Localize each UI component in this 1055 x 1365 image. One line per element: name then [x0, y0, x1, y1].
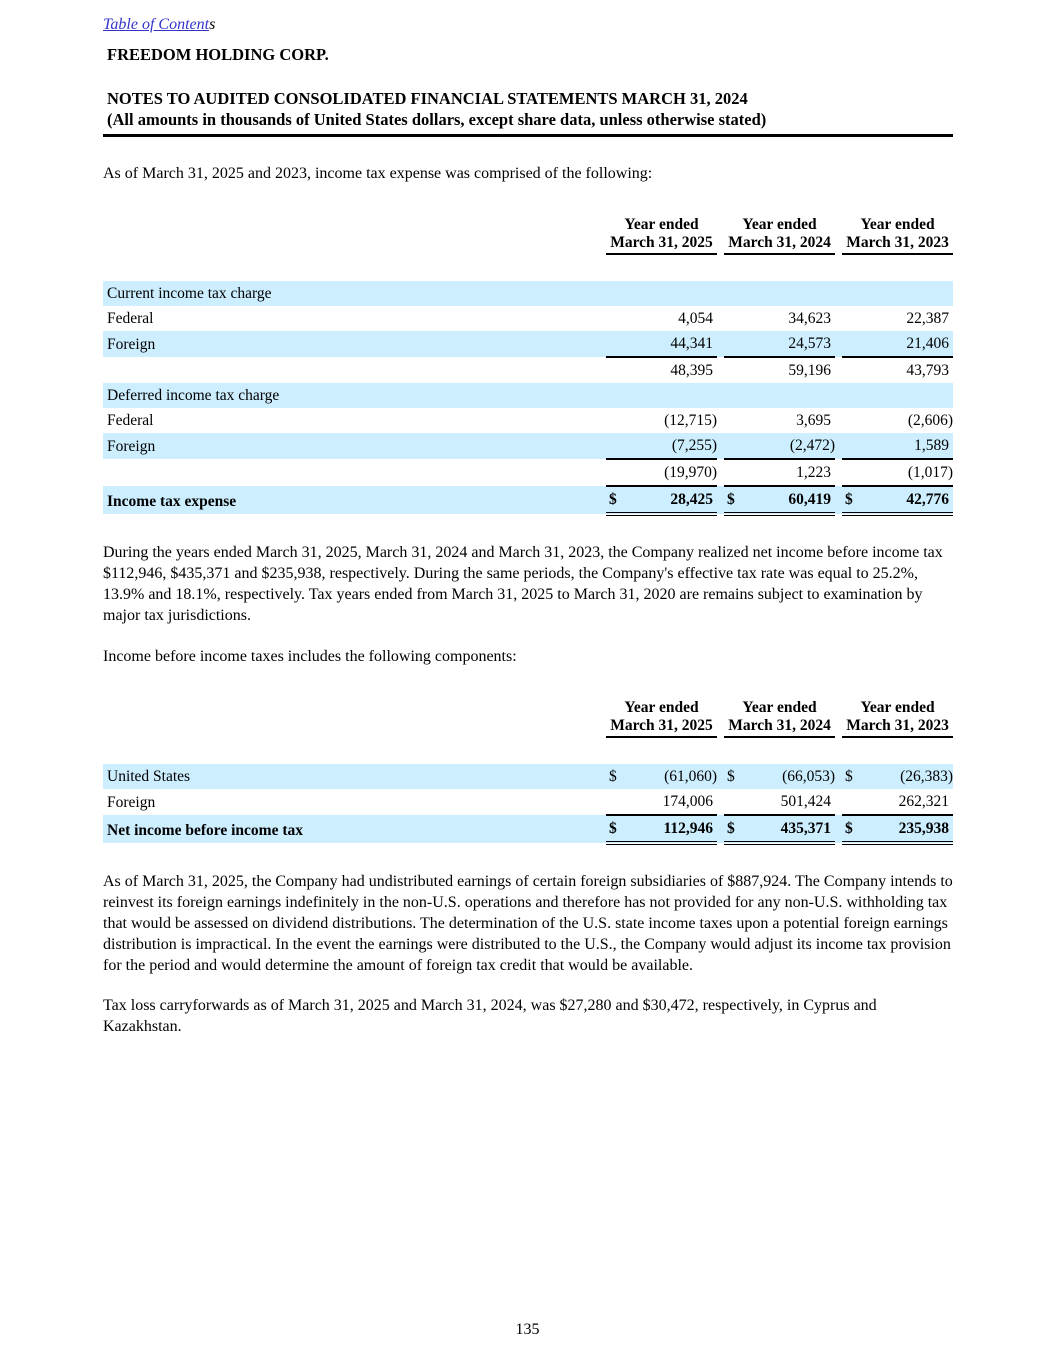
- currency-symbol: $: [724, 815, 747, 845]
- table-row: Foreign 174,006 501,424 262,321: [103, 789, 954, 816]
- currency-symbol: $: [606, 486, 628, 516]
- cell-value: (7,255): [628, 433, 718, 460]
- column-header-2024: Year ended March 31, 2024: [724, 213, 836, 255]
- intro-paragraph-1: As of March 31, 2025 and 2023, income ta…: [103, 165, 653, 182]
- cell-value: 174,006: [628, 789, 718, 816]
- cell-value: (19,970): [628, 459, 718, 487]
- cell-value: 3,695: [796, 412, 832, 429]
- toc-suffix: s: [209, 16, 216, 33]
- cell-value: (2,472): [746, 433, 836, 460]
- cell-value: 1,589: [864, 433, 954, 460]
- column-header-2025: Year ended March 31, 2025: [606, 696, 718, 738]
- currency-symbol: $: [842, 764, 865, 789]
- cell-value: 22,387: [906, 310, 950, 327]
- cell-value: 235,938: [864, 815, 954, 845]
- currency-symbol: $: [606, 815, 628, 845]
- column-header-2023: Year ended March 31, 2023: [842, 213, 954, 255]
- cell-value: 34,623: [788, 310, 832, 327]
- spacer-row: [103, 737, 953, 764]
- table-header-row: Year ended March 31, 2025 Year ended March…: [103, 696, 954, 738]
- cell-value: (1,017): [864, 459, 954, 487]
- table-row: Foreign 44,341 24,573 21,406: [103, 331, 954, 358]
- table-row-subtotal: 48,395 59,196 43,793: [103, 357, 953, 383]
- income-tax-expense-table: Year ended March 31, 2025 Year ended March…: [103, 213, 954, 516]
- cell-value: (61,060): [628, 764, 718, 789]
- cell-value: 112,946: [628, 815, 718, 845]
- table-row-section: Current income tax charge: [103, 281, 954, 306]
- row-label: Federal: [107, 310, 154, 327]
- column-header-2024: Year ended March 31, 2024: [724, 696, 836, 738]
- cell-value: 48,395: [670, 362, 714, 379]
- row-label: Federal: [107, 412, 154, 429]
- cell-value: (66,053): [746, 764, 836, 789]
- cell-value: 28,425: [628, 486, 718, 516]
- row-label: Deferred income tax charge: [103, 383, 606, 408]
- cell-value: 24,573: [746, 331, 836, 358]
- cell-value: 21,406: [864, 331, 954, 358]
- row-label: Foreign: [103, 433, 606, 459]
- table-header-row: Year ended March 31, 2025 Year ended March…: [103, 213, 954, 255]
- currency-symbol: $: [606, 764, 628, 789]
- body-paragraph: During the years ended March 31, 2025, M…: [103, 544, 943, 624]
- income-before-tax-table: Year ended March 31, 2025 Year ended March…: [103, 696, 954, 845]
- cell-value: 501,424: [746, 789, 836, 816]
- row-label: Foreign: [103, 331, 606, 357]
- cell-value: (12,715): [664, 412, 718, 429]
- currency-symbol: $: [842, 815, 865, 845]
- column-header-2023: Year ended March 31, 2023: [842, 696, 954, 738]
- body-paragraph: As of March 31, 2025, the Company had un…: [103, 873, 953, 974]
- table-row: Federal (12,715) 3,695 (2,606): [103, 408, 953, 433]
- spacer-row: [103, 254, 953, 281]
- title-line-2: (All amounts in thousands of United Stat…: [107, 110, 767, 129]
- cell-value: (26,383): [864, 764, 954, 789]
- currency-symbol: $: [724, 486, 747, 516]
- column-header-2025: Year ended March 31, 2025: [606, 213, 718, 255]
- cell-value: 42,776: [864, 486, 954, 516]
- table-row: Federal 4,054 34,623 22,387: [103, 306, 953, 331]
- document-title: NOTES TO AUDITED CONSOLIDATED FINANCIAL …: [103, 88, 953, 137]
- cell-value: 1,223: [746, 459, 836, 487]
- document-page: Table of Contents FREEDOM HOLDING CORP. …: [103, 0, 954, 1037]
- page-number: 135: [515, 1321, 540, 1338]
- row-label: Foreign: [107, 794, 156, 811]
- table-row-total: Net income before income tax $112,946 $4…: [103, 815, 954, 845]
- company-name: FREEDOM HOLDING CORP.: [107, 45, 329, 64]
- cell-value: 60,419: [746, 486, 836, 516]
- intro-paragraph-2: Income before income taxes includes the …: [103, 648, 517, 665]
- table-row: Foreign (7,255) (2,472) 1,589: [103, 433, 954, 460]
- breadcrumb: Table of Contents: [103, 16, 953, 34]
- row-label: United States: [103, 764, 606, 789]
- cell-value: 59,196: [788, 362, 832, 379]
- cell-value: 435,371: [746, 815, 836, 845]
- cell-value: 43,793: [906, 362, 950, 379]
- table-row: United States $ (61,060) $ (66,053) $ (26,3…: [103, 764, 954, 789]
- cell-value: 4,054: [678, 310, 714, 327]
- table-of-contents-link[interactable]: Table of Content: [103, 16, 210, 33]
- table-row-subtotal: (19,970) 1,223 (1,017): [103, 459, 954, 487]
- table-row-total: Income tax expense $28,425 $60,419 $42,7…: [103, 486, 954, 516]
- currency-symbol: $: [842, 486, 865, 516]
- cell-value: (2,606): [907, 412, 954, 429]
- title-line-1: NOTES TO AUDITED CONSOLIDATED FINANCIAL …: [107, 89, 748, 108]
- row-label: Income tax expense: [103, 486, 606, 514]
- row-label: Net income before income tax: [103, 815, 606, 843]
- cell-value: 44,341: [628, 331, 718, 358]
- table-row-section: Deferred income tax charge: [103, 383, 954, 408]
- row-label: Current income tax charge: [103, 281, 606, 306]
- body-paragraph: Tax loss carryforwards as of March 31, 2…: [103, 997, 877, 1035]
- currency-symbol: $: [724, 764, 747, 789]
- cell-value: 262,321: [864, 789, 954, 816]
